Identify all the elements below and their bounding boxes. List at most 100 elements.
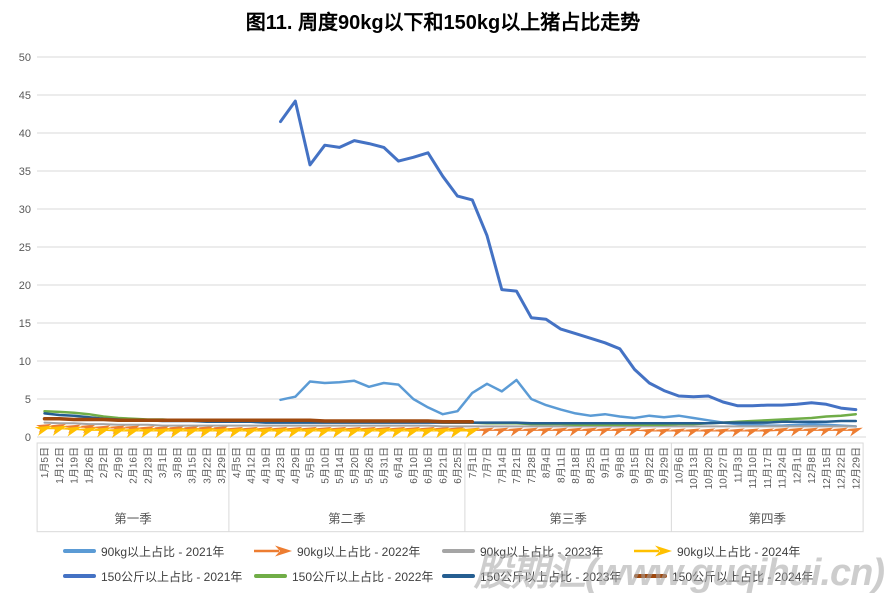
legend-label: 150公斤以上占比 - 2023年 xyxy=(480,569,622,584)
series-arrow-marker xyxy=(300,427,319,439)
series-arrow-marker xyxy=(537,427,554,437)
series-arrow-marker xyxy=(508,427,524,437)
series-arrow-marker xyxy=(670,428,686,438)
x-tick-label: 4月23日 xyxy=(275,447,287,484)
series-arrow-marker xyxy=(388,427,407,439)
quarter-label: 第三季 xyxy=(549,512,587,526)
series-arrow-marker xyxy=(714,428,731,438)
y-tick-label: 45 xyxy=(19,90,31,102)
series-arrow-marker xyxy=(433,427,451,439)
legend-item-4: 150公斤以上占比 - 2021年 xyxy=(63,568,242,584)
series-arrow-marker xyxy=(344,427,363,439)
x-tick-label: 8月18日 xyxy=(570,447,582,484)
x-tick-label: 11月17日 xyxy=(762,447,774,489)
x-tick-label: 11月24日 xyxy=(777,447,789,489)
legend-line-marker xyxy=(63,574,96,578)
series-arrow-marker xyxy=(226,427,245,439)
x-tick-label: 5月14日 xyxy=(334,447,346,484)
series-arrow-marker xyxy=(788,427,804,437)
quarter-label: 第四季 xyxy=(748,512,786,526)
x-tick-label: 10月6日 xyxy=(673,447,685,484)
x-tick-label: 10月13日 xyxy=(688,447,700,489)
x-tick-label: 5月10日 xyxy=(319,447,331,484)
series-arrow-marker xyxy=(197,427,215,439)
x-tick-label: 7月21日 xyxy=(511,447,523,484)
series-arrow-marker xyxy=(729,428,745,438)
legend-item-6: 150公斤以上占比 - 2023年 xyxy=(442,568,621,584)
series-arrow-marker xyxy=(359,427,378,439)
x-tick-label: 1月26日 xyxy=(83,447,95,484)
x-tick-label: 3月8日 xyxy=(172,447,184,478)
y-tick-label: 5 xyxy=(25,394,31,406)
series-arrow-marker xyxy=(152,427,171,439)
series-arrow-marker xyxy=(138,427,156,439)
series-arrow-marker xyxy=(285,427,304,439)
series-line-7 xyxy=(42,417,475,424)
series-arrow-marker xyxy=(447,427,466,439)
y-tick-label: 35 xyxy=(19,166,31,178)
legend-item-1: 90kg以上占比 - 2022年 xyxy=(254,543,420,559)
series-arrow-marker xyxy=(182,427,201,439)
x-tick-label: 5月5日 xyxy=(305,447,317,478)
series-arrow-marker xyxy=(832,427,849,437)
series-arrow-marker xyxy=(493,427,509,437)
x-tick-label: 8月11日 xyxy=(555,447,567,483)
x-tick-label: 10月27日 xyxy=(718,447,730,489)
x-tick-label: 9月22日 xyxy=(644,447,656,484)
series-arrow-marker xyxy=(167,427,186,439)
x-tick-label: 2月16日 xyxy=(128,447,140,484)
x-tick-label: 1月12日 xyxy=(54,447,66,484)
legend-line-marker xyxy=(442,549,475,553)
x-tick-label: 7月14日 xyxy=(496,447,508,484)
series-arrow-marker xyxy=(552,427,568,437)
x-tick-label: 9月29日 xyxy=(659,447,671,484)
legend-label: 90kg以上占比 - 2021年 xyxy=(101,544,225,559)
legend-line-marker xyxy=(254,574,287,578)
legend-arrow-marker xyxy=(634,545,672,557)
legend-item-3: 90kg以上占比 - 2024年 xyxy=(634,543,800,559)
series-arrow-marker xyxy=(123,427,142,439)
y-tick-label: 25 xyxy=(19,242,31,254)
x-tick-label: 2月2日 xyxy=(98,447,110,478)
x-tick-label: 11月10日 xyxy=(747,447,759,489)
series-line-2 xyxy=(43,421,857,428)
series-arrow-marker xyxy=(655,428,672,438)
x-tick-label: 5月20日 xyxy=(349,447,361,484)
series-arrow-marker xyxy=(79,427,97,438)
y-tick-label: 40 xyxy=(19,128,31,140)
x-tick-label: 7月7日 xyxy=(482,447,494,478)
series-arrow-marker xyxy=(64,426,83,437)
y-tick-label: 50 xyxy=(19,52,31,64)
chart-plot-area: 0 5 10 15 20 25 30 35 40 45 50 第一季 第二季 第三季 第四季 1月5日 1月12… xyxy=(19,52,866,533)
series-arrow-marker xyxy=(758,428,775,438)
quarter-label: 第二季 xyxy=(328,512,366,526)
series-arrow-marker xyxy=(847,427,863,437)
series-arrow-marker xyxy=(567,427,583,437)
series-arrow-marker xyxy=(462,427,481,439)
x-tick-label: 8月4日 xyxy=(541,447,553,478)
y-tick-label: 10 xyxy=(19,356,31,368)
x-tick-label: 4月5日 xyxy=(231,447,243,478)
series-arrow-marker xyxy=(685,428,701,438)
legend-label: 150公斤以上占比 - 2021年 xyxy=(101,569,243,584)
legend-line-marker xyxy=(63,549,96,553)
series-arrow-marker xyxy=(315,427,333,439)
x-tick-label: 6月16日 xyxy=(423,447,435,484)
chart-title: 图11. 周度90kg以下和150kg以上猪占比走势 xyxy=(245,12,641,34)
legend-label: 90kg以上占比 - 2024年 xyxy=(677,544,801,559)
series-arrow-marker xyxy=(478,427,495,437)
x-tick-label: 2月23日 xyxy=(142,447,154,484)
x-tick-label: 6月4日 xyxy=(393,447,405,478)
series-arrow-marker xyxy=(611,427,627,437)
legend-label: 90kg以上占比 - 2023年 xyxy=(480,544,604,559)
x-tick-label: 5月31日 xyxy=(378,447,390,484)
series-arrow-marker xyxy=(626,427,642,437)
series-arrow-marker xyxy=(34,425,53,436)
legend-line-marker xyxy=(442,574,475,578)
x-tick-label: 1月19日 xyxy=(69,447,81,484)
series-arrow-marker xyxy=(744,428,760,438)
x-tick-label: 4月12日 xyxy=(246,447,258,484)
y-tick-label: 20 xyxy=(19,280,31,292)
series-arrow-marker xyxy=(211,427,230,439)
